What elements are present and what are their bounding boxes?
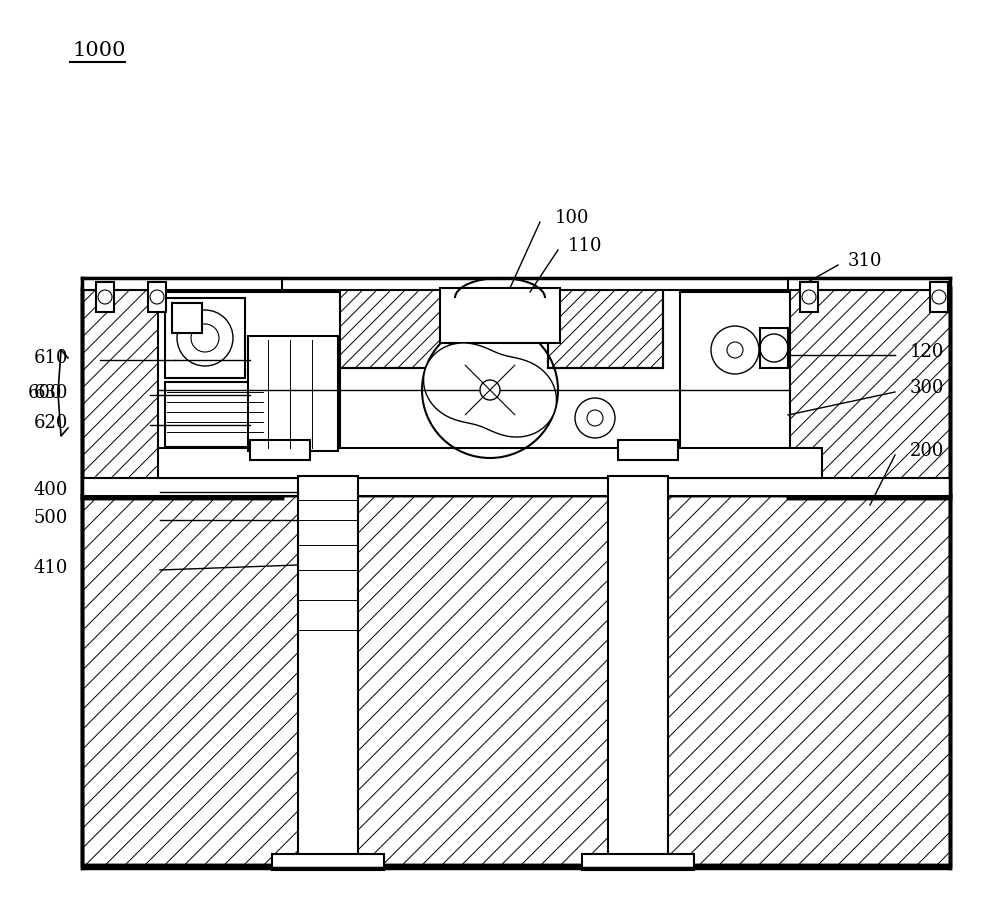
Bar	[548, 288, 663, 368]
Bar	[272, 854, 384, 870]
Bar	[548, 288, 663, 368]
Bar	[158, 448, 822, 478]
Bar	[788, 278, 950, 290]
Circle shape	[480, 380, 500, 400]
Bar	[248, 336, 338, 451]
Bar	[158, 292, 340, 454]
Bar	[96, 282, 114, 312]
Text: 110: 110	[568, 237, 602, 255]
Bar	[165, 298, 245, 378]
Text: 310: 310	[848, 252, 883, 270]
Text: 600: 600	[28, 384, 62, 402]
Bar	[250, 440, 310, 460]
Bar	[582, 854, 694, 870]
Bar	[165, 382, 265, 447]
Bar	[680, 292, 790, 454]
Bar	[148, 282, 166, 312]
Bar	[930, 282, 948, 312]
Bar	[172, 303, 202, 333]
Bar	[82, 278, 950, 290]
Bar	[82, 495, 950, 865]
Text: 100: 100	[555, 209, 590, 227]
Bar	[338, 288, 453, 368]
Bar	[82, 478, 950, 496]
Bar	[788, 288, 950, 498]
Text: 410: 410	[34, 559, 68, 577]
Text: 610: 610	[34, 349, 68, 367]
Bar	[298, 476, 358, 864]
Bar	[82, 495, 950, 865]
Bar	[608, 476, 668, 864]
Polygon shape	[424, 343, 556, 437]
Bar	[800, 282, 818, 312]
Bar	[82, 288, 282, 498]
Text: 120: 120	[910, 343, 944, 361]
Bar	[440, 288, 560, 343]
Bar	[788, 288, 950, 498]
Text: 1000: 1000	[72, 40, 126, 59]
Text: 200: 200	[910, 442, 944, 460]
Text: 400: 400	[34, 481, 68, 499]
Text: 300: 300	[910, 379, 944, 397]
Bar	[82, 278, 282, 290]
Bar	[338, 288, 453, 368]
Bar	[82, 288, 282, 498]
Text: 630: 630	[34, 384, 68, 402]
Text: 500: 500	[34, 509, 68, 527]
Bar	[618, 440, 678, 460]
Text: 620: 620	[34, 414, 68, 432]
Bar	[760, 328, 788, 368]
